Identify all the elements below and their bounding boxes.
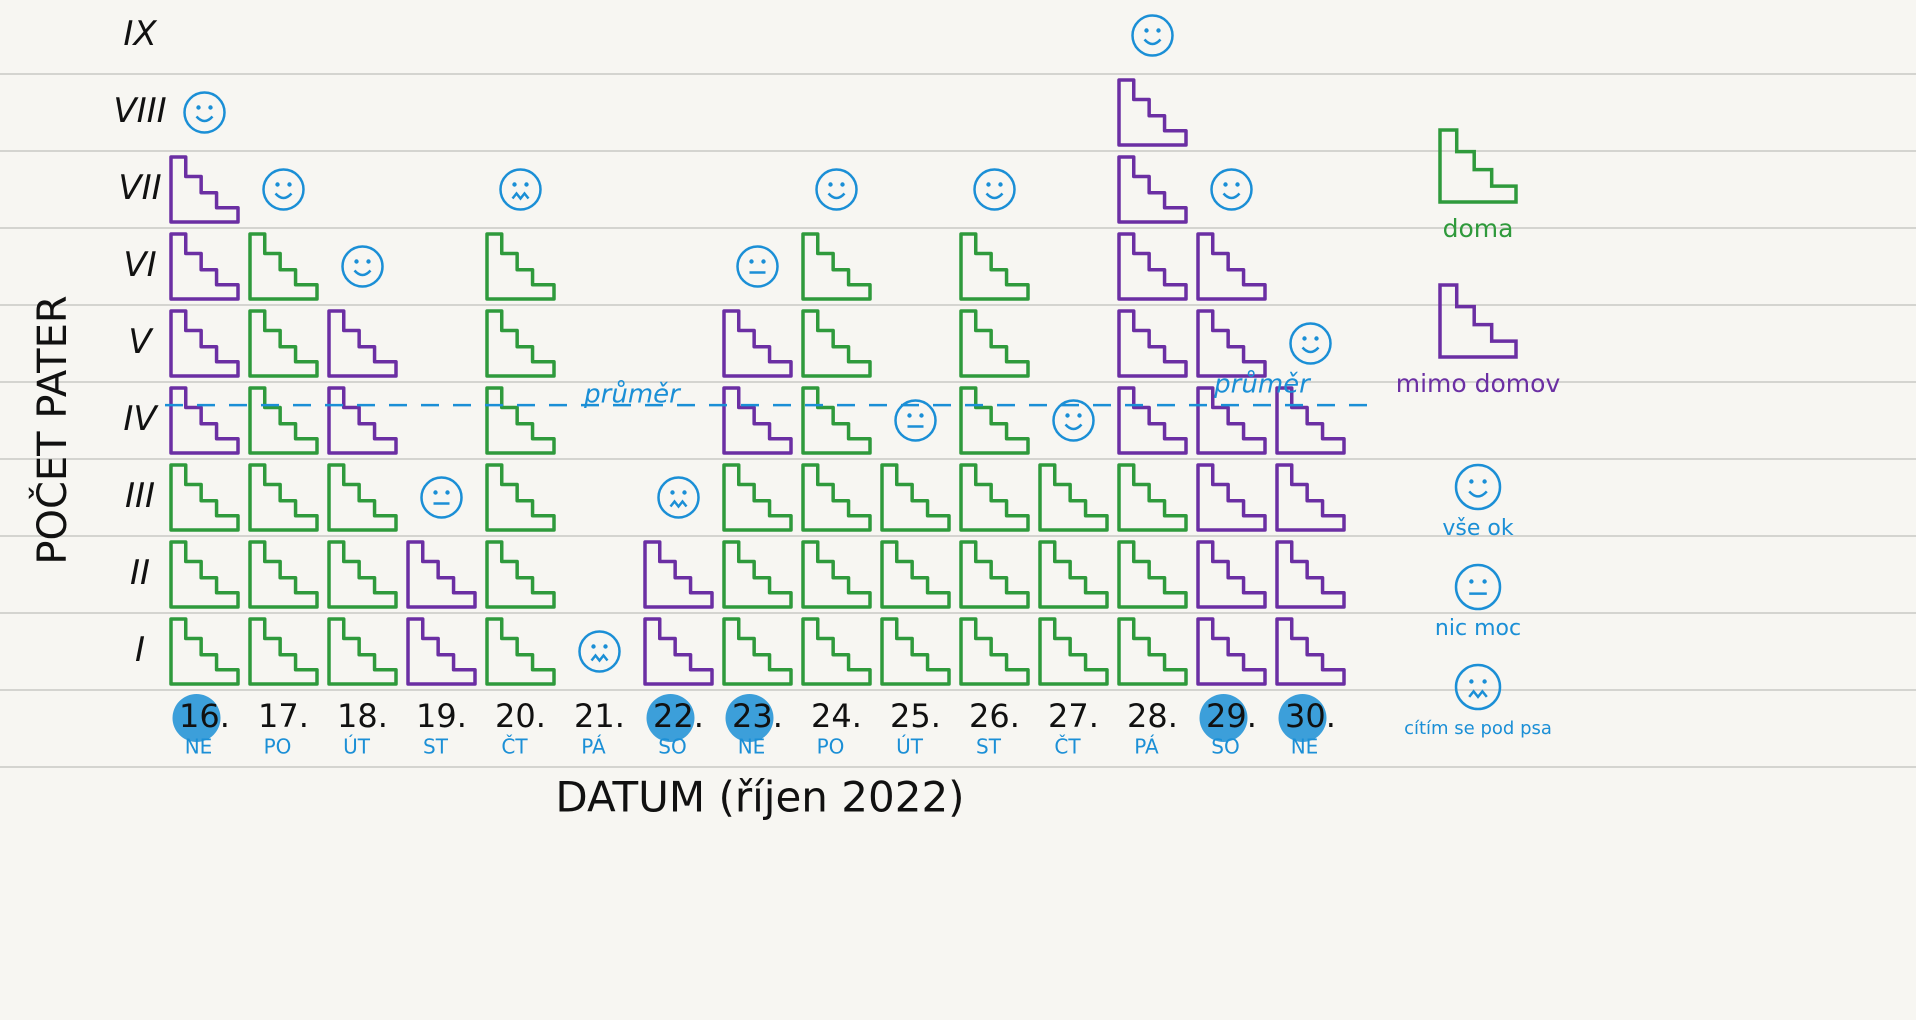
y-tick-label: VIII [113, 91, 166, 131]
face-eye [919, 413, 923, 417]
face-eye [840, 182, 844, 186]
face-eye [1077, 413, 1081, 417]
chart: POČET PATER DATUM (říjen 2022) IIIIIIIVV… [0, 0, 1916, 1020]
x-tick-label: 30. [1285, 697, 1336, 735]
face-eye [208, 105, 212, 109]
face-eye [366, 259, 370, 263]
weekday-label: PÁ [1134, 735, 1159, 759]
x-tick-label: 23. [732, 697, 783, 735]
face-eye [433, 490, 437, 494]
y-tick-label: I [135, 630, 145, 670]
face-eye [749, 259, 753, 263]
weekday-label: ST [423, 735, 449, 759]
legend-label: doma [1443, 214, 1514, 243]
face-eye [986, 182, 990, 186]
weekday-label: ČT [501, 735, 528, 759]
paper [0, 0, 1916, 1020]
y-tick-label: V [128, 322, 154, 362]
x-tick-label: 27. [1048, 697, 1099, 735]
face-eye [512, 182, 516, 186]
face-eye [761, 259, 765, 263]
face-eye [1469, 479, 1473, 483]
legend-label: vše ok [1442, 516, 1513, 541]
x-tick-label: 22. [653, 697, 704, 735]
face-eye [196, 105, 200, 109]
face-eye [682, 490, 686, 494]
face-eye [1223, 182, 1227, 186]
face-eye [907, 413, 911, 417]
weekday-label: NE [1291, 735, 1319, 759]
x-axis-title: DATUM (říjen 2022) [555, 773, 964, 822]
y-tick-label: III [125, 476, 155, 516]
legend-label: mimo domov [1396, 369, 1561, 398]
face-eye [828, 182, 832, 186]
weekday-label: ÚT [896, 735, 924, 759]
face-eye [1235, 182, 1239, 186]
weekday-label: PÁ [581, 735, 606, 759]
y-tick-label: II [130, 553, 150, 593]
y-tick-label: VII [118, 168, 161, 208]
x-tick-label: 25. [890, 697, 941, 735]
face-eye [354, 259, 358, 263]
face-eye [1469, 679, 1473, 683]
face-eye [1482, 479, 1486, 483]
face-eye [1144, 28, 1148, 32]
legend-label: nic moc [1435, 616, 1521, 641]
legend-label: cítím se pod psa [1404, 718, 1552, 739]
weekday-label: NE [185, 735, 213, 759]
weekday-label: SO [1211, 735, 1239, 759]
average-label: průměr [583, 379, 682, 410]
x-tick-label: 24. [811, 697, 862, 735]
x-tick-label: 26. [969, 697, 1020, 735]
weekday-label: ČT [1054, 735, 1081, 759]
face-eye [1156, 28, 1160, 32]
weekday-label: PO [264, 735, 292, 759]
face-eye [1469, 579, 1473, 583]
face-eye [275, 182, 279, 186]
face-eye [524, 182, 528, 186]
face-eye [603, 644, 607, 648]
x-tick-label: 28. [1127, 697, 1178, 735]
x-tick-label: 29. [1206, 697, 1257, 735]
x-tick-label: 17. [258, 697, 309, 735]
average-label: průměr [1213, 369, 1312, 400]
weekday-label: ST [976, 735, 1002, 759]
weekday-label: SO [658, 735, 686, 759]
face-eye [287, 182, 291, 186]
face-eye [1482, 679, 1486, 683]
face-eye [591, 644, 595, 648]
face-eye [998, 182, 1002, 186]
face-eye [1482, 579, 1486, 583]
x-tick-label: 16. [179, 697, 230, 735]
x-tick-label: 19. [416, 697, 467, 735]
x-tick-label: 21. [574, 697, 625, 735]
weekday-label: NE [738, 735, 766, 759]
y-axis-title: POČET PATER [28, 295, 76, 564]
face-eye [445, 490, 449, 494]
y-tick-label: IV [123, 399, 159, 439]
y-tick-label: VI [123, 245, 156, 285]
face-eye [670, 490, 674, 494]
face-eye [1314, 336, 1318, 340]
x-tick-label: 18. [337, 697, 388, 735]
weekday-label: PO [817, 735, 845, 759]
face-eye [1065, 413, 1069, 417]
y-tick-label: IX [123, 14, 157, 54]
weekday-label: ÚT [343, 735, 371, 759]
x-tick-label: 20. [495, 697, 546, 735]
face-eye [1302, 336, 1306, 340]
